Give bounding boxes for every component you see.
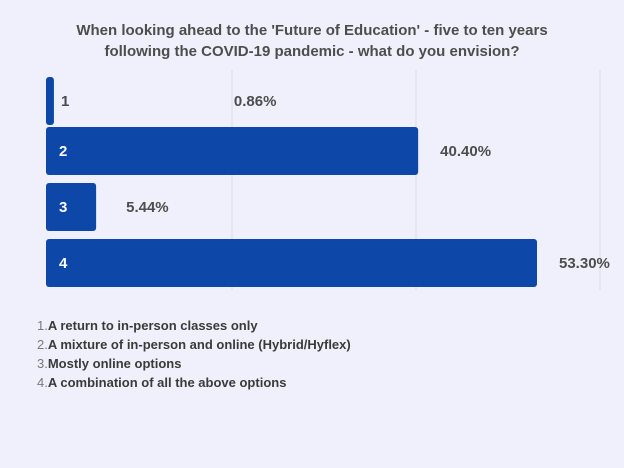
- value-label-4: 53.30%: [559, 255, 610, 272]
- chart-title-line-2: following the COVID-19 pandemic - what d…: [104, 43, 520, 60]
- legend-number: 1.: [37, 318, 48, 333]
- legend-item-2: 2.A mixture of in-person and online (Hyb…: [37, 335, 351, 354]
- legend-number: 2.: [37, 337, 48, 352]
- legend-label: Mostly online options: [47, 356, 182, 371]
- legend-label: A combination of all the above options: [47, 375, 287, 390]
- bar-1: [46, 77, 54, 125]
- category-label-3: 3: [59, 199, 67, 216]
- chart-title: When looking ahead to the 'Future of Edu…: [20, 20, 604, 62]
- value-label-1: 0.86%: [234, 93, 277, 110]
- legend-item-1: 1.A return to in-person classes only: [37, 316, 351, 335]
- legend-number: 4.: [37, 375, 48, 390]
- category-label-4: 4: [59, 255, 68, 272]
- category-label-2: 2: [59, 143, 67, 160]
- bar-3: [46, 183, 97, 231]
- value-label-3: 5.44%: [126, 199, 169, 216]
- value-label-2: 40.40%: [440, 143, 491, 160]
- legend-number: 3.: [37, 356, 48, 371]
- legend: 1.A return to in-person classes only 2.A…: [37, 316, 351, 392]
- bar-4: [46, 239, 537, 287]
- legend-item-3: 3.Mostly online options: [37, 354, 351, 373]
- legend-label: A return to in-person classes only: [47, 318, 258, 333]
- legend-label: A mixture of in-person and online (Hybri…: [47, 337, 351, 352]
- chart-title-line-1: When looking ahead to the 'Future of Edu…: [76, 22, 548, 39]
- legend-item-4: 4.A combination of all the above options: [37, 373, 351, 392]
- bar-2: [46, 127, 419, 175]
- category-label-1: 1: [61, 93, 69, 110]
